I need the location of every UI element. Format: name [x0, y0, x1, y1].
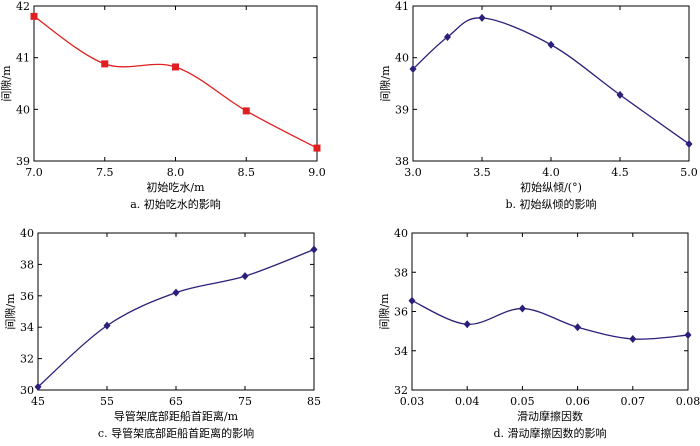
- data-point-marker: [34, 382, 42, 391]
- chart-caption: d. 滑动摩擦因数的影响: [493, 426, 606, 440]
- data-point-marker: [172, 288, 180, 297]
- x-tick-label: 7.0: [25, 166, 43, 179]
- x-tick-label: 65: [169, 395, 183, 408]
- series-line: [33, 15, 318, 149]
- x-tick-label: 9.0: [308, 166, 326, 179]
- chart-caption: a. 初始吃水的影响: [130, 197, 221, 211]
- x-axis-label: 导管架底部距船首距离/m: [114, 409, 239, 423]
- y-tick-label: 40: [395, 52, 409, 65]
- chart-panel-2: 3.0 3.5 4.0 4.5 5.0 38 39 40 41 初始纵倾/(°) 间隙/m b. 初始…: [378, 0, 698, 211]
- y-tick-label: 39: [395, 103, 409, 116]
- y-axis-label: 间隙/m: [377, 293, 391, 330]
- chart-panel-3: 45 55 65 75 85 30 32 34 36 38 40 导管架底部距船首距离/m 间隙/m c.…: [3, 227, 321, 440]
- data-point-marker: [409, 65, 417, 74]
- data-point-marker: [172, 63, 179, 71]
- plot-frame: [412, 5, 690, 162]
- y-tick-label: 42: [16, 0, 30, 13]
- x-tick-label: 0.07: [621, 395, 646, 408]
- y-tick-label: 40: [16, 103, 30, 116]
- x-tick-label: 5.0: [680, 166, 698, 179]
- plot-frame: [33, 5, 318, 162]
- data-point-marker: [463, 320, 471, 329]
- y-axis-label: 间隙/m: [3, 293, 17, 330]
- x-tick-label: 3.0: [404, 166, 422, 179]
- data-point-marker: [444, 33, 451, 41]
- data-point-marker: [685, 139, 693, 148]
- x-tick-label: 7.5: [96, 166, 114, 179]
- chart-caption: c. 导管架底部距船首距离的影响: [98, 426, 254, 440]
- data-point-marker: [310, 245, 318, 254]
- y-tick-label: 40: [20, 227, 34, 240]
- x-axis-label: 初始吃水/m: [146, 180, 205, 194]
- data-point-marker: [616, 90, 624, 99]
- x-tick-label: 0.03: [400, 395, 425, 408]
- series-line: [37, 248, 315, 388]
- data-point-marker: [313, 144, 321, 152]
- y-axis-label: 间隙/m: [378, 65, 392, 102]
- x-tick-label: 45: [31, 395, 45, 408]
- x-tick-label: 8.0: [167, 166, 185, 179]
- y-tick-label: 41: [395, 0, 409, 13]
- x-axis-label: 滑动摩擦因数: [517, 409, 583, 423]
- data-point-marker: [547, 40, 555, 49]
- y-axis-label: 间隙/m: [0, 65, 13, 102]
- data-point-marker: [101, 60, 109, 68]
- y-tick-label: 32: [394, 384, 408, 397]
- x-tick-label: 75: [238, 395, 252, 408]
- data-point-marker: [684, 331, 692, 340]
- x-tick-label: 0.05: [510, 395, 535, 408]
- y-tick-label: 40: [394, 227, 408, 240]
- data-point-marker: [629, 334, 637, 343]
- x-tick-label: 0.04: [455, 395, 480, 408]
- x-tick-label: 3.5: [473, 166, 491, 179]
- y-tick-label: 38: [395, 155, 409, 168]
- data-point-marker: [518, 304, 526, 313]
- plot-frame: [411, 232, 689, 391]
- y-tick-label: 30: [20, 384, 34, 397]
- plot-frame: [37, 232, 315, 391]
- data-point-marker: [30, 12, 38, 20]
- x-tick-label: 0.08: [676, 395, 700, 408]
- y-tick-label: 32: [20, 353, 34, 366]
- x-tick-label: 8.5: [238, 166, 256, 179]
- x-tick-label: 4.5: [611, 166, 629, 179]
- data-point-marker: [408, 296, 416, 305]
- data-point-marker: [103, 321, 111, 330]
- y-tick-label: 38: [394, 266, 408, 279]
- y-tick-label: 39: [16, 155, 30, 168]
- y-tick-label: 36: [20, 290, 34, 303]
- series-line: [412, 17, 690, 145]
- y-tick-label: 38: [20, 258, 34, 271]
- y-tick-label: 34: [20, 321, 34, 334]
- y-tick-label: 41: [16, 52, 30, 65]
- chart-panel-4: 0.03 0.04 0.05 0.06 0.07 0.08 32 34 36 38 40 滑动摩擦因数…: [377, 227, 700, 440]
- x-tick-label: 4.0: [542, 166, 560, 179]
- data-point-marker: [574, 323, 582, 332]
- x-tick-label: 55: [100, 395, 114, 408]
- chart-panel-1: 7.0 7.5 8.0 8.5 9.0 39 40 41 42 初始吃水/m 间隙/m a. 初始吃水…: [0, 0, 326, 211]
- chart-caption: b. 初始纵倾的影响: [505, 197, 596, 211]
- data-point-marker: [478, 13, 486, 22]
- x-axis-label: 初始纵倾/(°): [520, 180, 582, 194]
- series-line: [411, 300, 689, 340]
- y-tick-label: 34: [394, 345, 408, 358]
- data-point-marker: [242, 107, 250, 115]
- data-point-marker: [241, 272, 249, 281]
- y-tick-label: 36: [394, 306, 408, 319]
- x-tick-label: 0.06: [565, 395, 590, 408]
- x-tick-label: 85: [307, 395, 321, 408]
